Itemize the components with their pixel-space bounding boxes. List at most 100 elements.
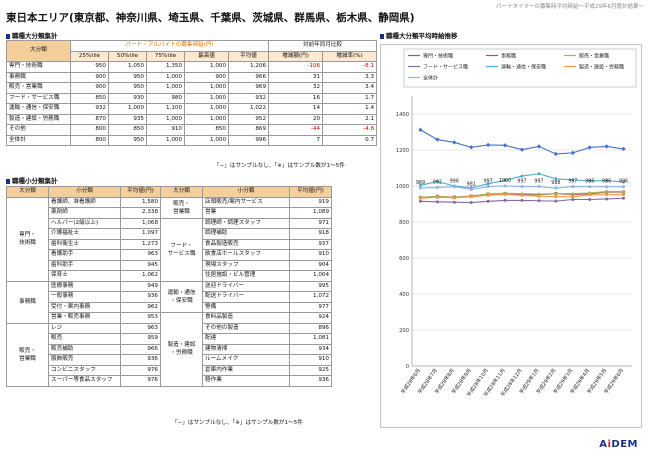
subcategory-value: 925 — [289, 364, 332, 376]
data-point — [519, 147, 525, 152]
p50-value: 950 — [108, 82, 147, 94]
data-label: 1000 — [499, 178, 511, 184]
p25-value: 800 — [70, 134, 109, 146]
header-avg-left: 平均値(円) — [120, 186, 161, 198]
data-point — [622, 180, 626, 184]
avg-value: 996 — [227, 134, 270, 146]
subcategory-value: 959 — [120, 333, 161, 345]
section-major-summary: 職種大分類集計 — [6, 30, 58, 40]
header-category: 大分類 — [6, 40, 71, 62]
minor-row: 受付・案内事務 962 警備 977 — [7, 301, 332, 313]
subcategory-name: 服飾販売 — [48, 354, 121, 366]
data-point — [435, 137, 440, 142]
rate-value: -8.1 — [322, 61, 378, 73]
subcategory-name: 配達 — [202, 333, 290, 345]
data-point — [503, 198, 507, 202]
y-tick-label: 1200 — [396, 148, 409, 154]
data-point — [536, 192, 541, 196]
data-point — [536, 144, 542, 149]
minor-row: ヘルパー(2級以上) 1,068 フード・ サービス職 調理師・調理スタッフ 971 — [7, 217, 332, 282]
data-label: 996 — [619, 179, 628, 185]
p75-value: 1,000 — [146, 82, 185, 94]
data-point — [537, 194, 541, 198]
max-value: 1,000 — [184, 113, 229, 125]
p50-value: 1,050 — [108, 61, 147, 73]
subcategory-name: 現場スタッフ — [202, 259, 290, 271]
data-point — [622, 196, 626, 200]
subcategory-value: 949 — [120, 280, 161, 292]
avg-value: 1,022 — [227, 103, 270, 115]
data-point — [503, 178, 507, 182]
header-wage-group: パート・アルバイトの募集時給(円) — [69, 40, 270, 52]
p75-value: 1,000 — [146, 134, 185, 146]
diff-value: 14 — [268, 103, 324, 115]
data-point — [452, 196, 456, 200]
data-point — [520, 193, 524, 197]
data-point — [520, 198, 524, 202]
subcategory-value: 945 — [120, 259, 161, 271]
data-point — [452, 140, 457, 145]
subcategory-name: 倉庫内作業 — [202, 364, 290, 376]
subcategory-name: 営業・販売事務 — [48, 312, 121, 324]
minor-row: 事務職 医療事務 949 運輸・通信 ・保安職 送迎ドライバー 995 — [6, 280, 332, 324]
p50-value: 935 — [108, 113, 147, 125]
subcategory-name: 送迎ドライバー — [202, 280, 290, 292]
subcategory-value: 919 — [289, 196, 332, 208]
data-label: 981 — [467, 181, 476, 187]
minor-summary-table: 大分類 小分類 平均値(円) 大分類 小分類 平均値(円) 専門・ 技術職 看護師… — [6, 186, 332, 387]
minor-row: 薬剤師 2,338 営業 1,089 — [7, 207, 332, 219]
subcategory-value: 963 — [120, 322, 161, 334]
p50-value: 850 — [108, 124, 147, 136]
minor-row: 営業・販売事務 953 製造・建設 ・労務職 食料品製造 924 — [7, 312, 332, 387]
header-avg: 平均値 — [227, 50, 270, 62]
y-tick-label: 200 — [399, 328, 409, 334]
max-value: 1,000 — [184, 92, 229, 104]
subcategory-value: 1,081 — [289, 333, 332, 345]
diff-value: 20 — [268, 113, 324, 125]
subcategory-name: 軽作業 — [202, 375, 290, 387]
row-name: 全体計 — [6, 134, 71, 146]
data-point — [537, 185, 541, 189]
header-diff: 増減額(円) — [268, 50, 324, 62]
subcategory-name: 住居施設・ビル管理 — [202, 270, 290, 282]
data-point — [486, 185, 490, 189]
p75-value: 1,000 — [146, 71, 185, 83]
subcategory-name: 配送ドライバー — [202, 291, 290, 303]
subcategory-name: 店頭販売/案内サービス — [202, 196, 290, 208]
max-value: 850 — [184, 124, 229, 136]
header-p50: 50%tile — [108, 50, 147, 62]
major-row: 製造・建設・労務職 870 935 1,000 1,000 952 20 2.1 — [6, 113, 378, 125]
max-value: 900 — [184, 71, 229, 83]
data-point — [537, 199, 541, 203]
subcategory-value: 971 — [289, 217, 332, 229]
subcategory-value: 1,089 — [289, 207, 332, 219]
p25-value: 900 — [70, 82, 109, 94]
subcategory-value: 1,062 — [120, 270, 161, 282]
subcategory-value: 1,097 — [120, 228, 161, 240]
subcategory-name: 介護福祉士 — [48, 228, 121, 240]
subcategory-value: 896 — [289, 322, 332, 334]
data-point — [588, 198, 592, 201]
data-point — [605, 197, 609, 201]
subcategory-value: 924 — [289, 312, 332, 324]
subcategory-value: 1,580 — [120, 196, 161, 208]
rate-value: 1.4 — [322, 103, 378, 115]
subcategory-name: 建物清掃 — [202, 343, 290, 355]
minor-row: 専門・ 技術職 看護師、准看護師 1,580 販売・ 営業職 店頭販売/案内サービス 91… — [6, 196, 332, 282]
subcategory-name: 食品製造販売 — [202, 238, 290, 250]
data-label: 997 — [484, 179, 493, 185]
diff-value: 16 — [268, 92, 324, 104]
major-summary-table: 大分類 パート・アルバイトの募集時給(円) 対前年同月比較 25%tile 50… — [6, 40, 378, 146]
legend-entry: フード・サービス職 — [423, 64, 468, 71]
row-name: 運輸・通信・保安職 — [6, 103, 71, 115]
major-row: 運輸・通信・保安職 932 1,000 1,100 1,000 1,022 14 1.4 — [6, 103, 378, 115]
header-category-left: 大分類 — [6, 186, 49, 198]
header-avg-right: 平均値(円) — [289, 186, 332, 198]
subcategory-value: 976 — [120, 364, 161, 376]
subcategory-value: 936 — [120, 291, 161, 303]
data-point — [554, 195, 558, 199]
diff-value: 32 — [268, 82, 324, 94]
p25-value: 800 — [70, 124, 109, 136]
major-row: 事務職 900 950 1,000 900 966 31 3.3 — [6, 71, 378, 83]
data-label: 996 — [585, 179, 594, 185]
